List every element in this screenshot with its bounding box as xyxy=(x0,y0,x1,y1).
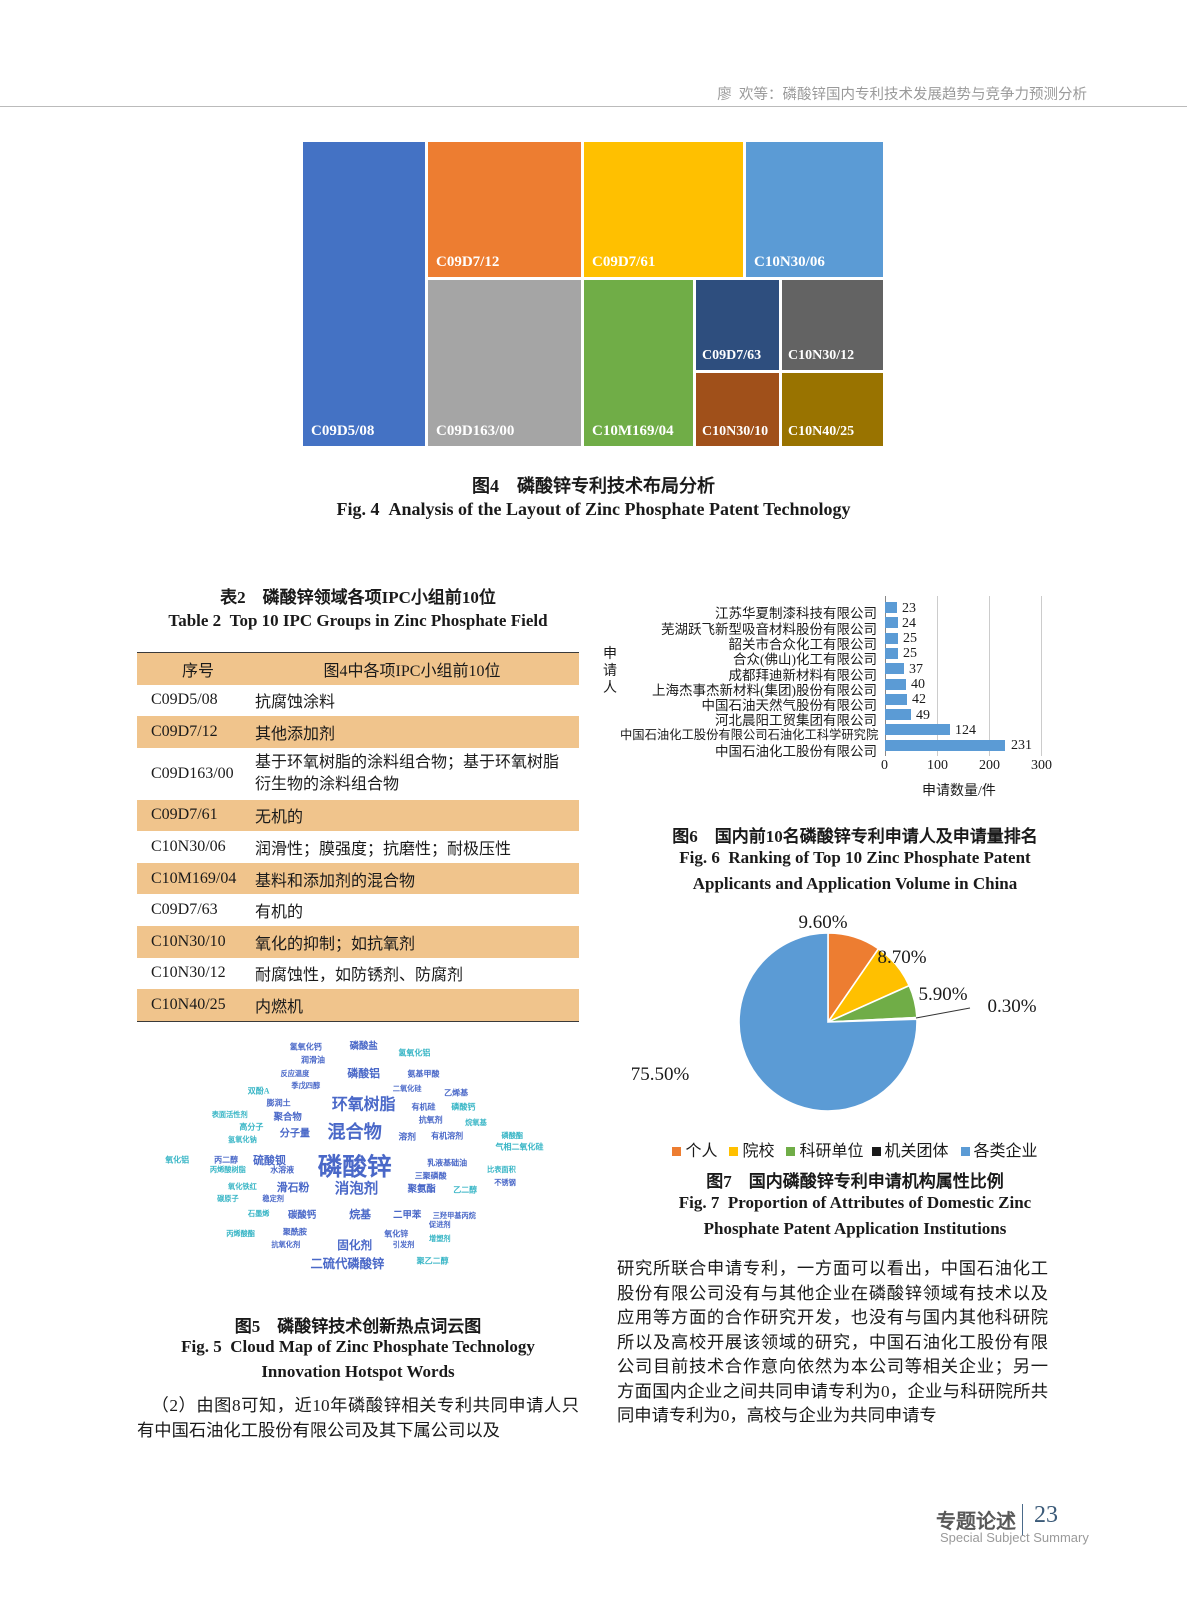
svg-text:5.90%: 5.90% xyxy=(918,984,967,1005)
svg-text:0.30%: 0.30% xyxy=(987,996,1036,1017)
svg-text:9.60%: 9.60% xyxy=(798,912,847,933)
svg-text:75.50%: 75.50% xyxy=(631,1064,690,1085)
svg-text:8.70%: 8.70% xyxy=(877,947,926,968)
